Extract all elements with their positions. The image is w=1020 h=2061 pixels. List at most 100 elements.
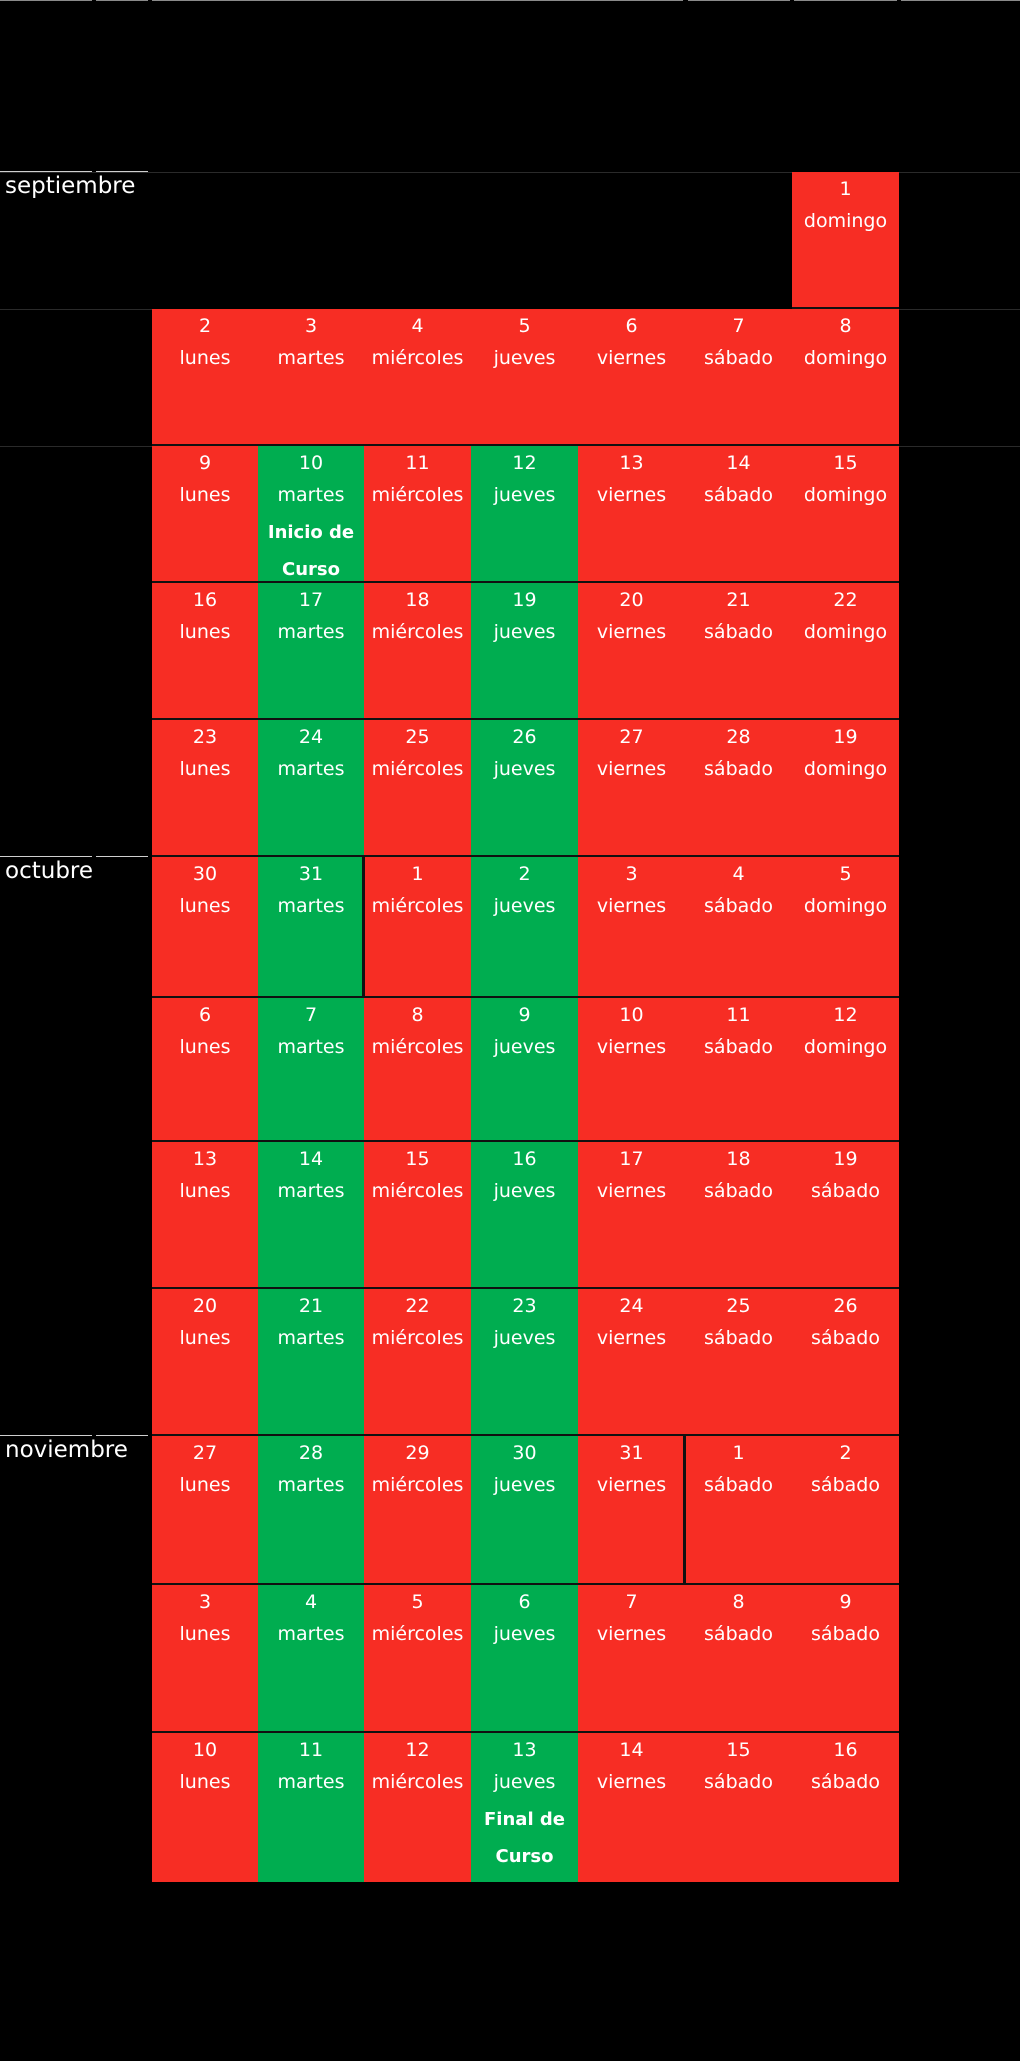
day-cell[interactable]: 1 sábado [685,1436,792,1585]
day-cell[interactable]: 12 domingo [792,998,899,1142]
day-cell[interactable]: 4 miércoles [364,309,471,446]
day-cell[interactable]: 19 sábado [792,1142,899,1289]
day-cell[interactable]: 12 jueves [471,446,578,583]
day-cell[interactable]: 30 lunes [152,857,258,998]
day-cell[interactable]: 14 sábado [685,446,792,583]
day-cell[interactable]: 8 miércoles [364,998,471,1142]
day-number: 9 [839,1591,852,1613]
day-number: 12 [512,452,537,474]
day-cell[interactable]: 18 miércoles [364,583,471,720]
day-cell[interactable]: 30 jueves [471,1436,578,1585]
day-cell[interactable]: 1 domingo [792,172,899,309]
day-cell[interactable]: 31 martes [258,857,364,998]
day-cell[interactable]: 13 jueves Final de Curso [471,1733,578,1882]
day-cell[interactable]: 9 jueves [471,998,578,1142]
day-cell[interactable]: 23 jueves [471,1289,578,1436]
day-cell[interactable]: 2 lunes [152,309,258,446]
month-rule [96,171,148,172]
row-divider [0,172,1020,173]
day-name: martes [277,895,345,917]
day-cell[interactable]: 22 domingo [792,583,899,720]
day-cell[interactable]: 1 miércoles [364,857,471,998]
day-name: domingo [803,758,888,780]
day-number: 30 [512,1442,537,1464]
day-cell[interactable]: 15 sábado [685,1733,792,1882]
day-name: sábado [704,1036,773,1058]
day-cell[interactable]: 31 viernes [578,1436,685,1585]
day-cell[interactable]: 2 jueves [471,857,578,998]
day-cell[interactable]: 8 domingo [792,309,899,446]
day-cell[interactable]: 7 sábado [685,309,792,446]
day-cell[interactable]: 20 viernes [578,583,685,720]
day-cell[interactable]: 21 sábado [685,583,792,720]
day-cell[interactable]: 11 sábado [685,998,792,1142]
day-cell[interactable]: 12 miércoles [364,1733,471,1882]
day-cell[interactable]: 25 sábado [685,1289,792,1436]
day-cell[interactable]: 6 viernes [578,309,685,446]
day-number: 19 [833,1148,858,1170]
day-cell[interactable]: 7 martes [258,998,364,1142]
day-cell[interactable]: 28 martes [258,1436,364,1585]
day-cell[interactable]: 6 lunes [152,998,258,1142]
day-cell[interactable]: 14 martes [258,1142,364,1289]
day-cell[interactable]: 14 viernes [578,1733,685,1882]
day-cell[interactable]: 7 viernes [578,1585,685,1733]
day-name: sábado [811,1180,880,1202]
day-cell[interactable]: 9 lunes [152,446,258,583]
day-cell[interactable]: 10 martes Inicio de Curso [258,446,364,583]
day-cell[interactable]: 29 miércoles [364,1436,471,1585]
day-name: martes [277,1327,345,1349]
day-cell[interactable]: 3 martes [258,309,364,446]
day-cell[interactable]: 15 domingo [792,446,899,583]
day-cell[interactable]: 5 miércoles [364,1585,471,1733]
day-cell[interactable]: 16 lunes [152,583,258,720]
day-cell[interactable]: 17 martes [258,583,364,720]
day-name: jueves [493,758,556,780]
day-name: lunes [179,1327,231,1349]
day-cell[interactable]: 5 jueves [471,309,578,446]
day-cell[interactable]: 5 domingo [792,857,899,998]
month-rule [96,1435,148,1436]
day-cell[interactable]: 16 sábado [792,1733,899,1882]
day-cell[interactable]: 6 jueves [471,1585,578,1733]
day-name: miércoles [371,758,464,780]
day-cell[interactable]: 24 martes [258,720,364,857]
day-cell[interactable]: 11 miércoles [364,446,471,583]
day-cell[interactable]: 15 miércoles [364,1142,471,1289]
day-cell[interactable]: 27 viernes [578,720,685,857]
day-name: viernes [596,347,667,369]
day-cell[interactable]: 17 viernes [578,1142,685,1289]
day-cell[interactable]: 3 lunes [152,1585,258,1733]
day-cell[interactable]: 26 jueves [471,720,578,857]
day-cell[interactable]: 2 sábado [792,1436,899,1585]
day-name: sábado [704,347,773,369]
day-cell[interactable]: 20 lunes [152,1289,258,1436]
day-number: 3 [304,315,318,337]
day-cell[interactable]: 11 martes [258,1733,364,1882]
day-cell[interactable]: 22 miércoles [364,1289,471,1436]
day-cell[interactable]: 10 viernes [578,998,685,1142]
day-cell[interactable]: 9 sábado [792,1585,899,1733]
day-cell[interactable]: 26 sábado [792,1289,899,1436]
day-cell[interactable]: 18 sábado [685,1142,792,1289]
day-cell[interactable]: 3 viernes [578,857,685,998]
day-cell[interactable]: 13 lunes [152,1142,258,1289]
day-cell[interactable]: 13 viernes [578,446,685,583]
day-number: 14 [298,1148,324,1170]
day-cell[interactable]: 19 jueves [471,583,578,720]
day-name: sábado [704,1180,773,1202]
month-rule [96,856,148,857]
day-cell[interactable]: 8 sábado [685,1585,792,1733]
day-cell[interactable]: 23 lunes [152,720,258,857]
day-cell[interactable]: 4 martes [258,1585,364,1733]
day-cell[interactable]: 28 sábado [685,720,792,857]
day-cell[interactable]: 21 martes [258,1289,364,1436]
day-cell[interactable]: 19 domingo [792,720,899,857]
day-cell[interactable]: 25 miércoles [364,720,471,857]
day-cell[interactable]: 4 sábado [685,857,792,998]
day-cell[interactable]: 27 lunes [152,1436,258,1585]
day-cell[interactable]: 24 viernes [578,1289,685,1436]
day-cell[interactable]: 16 jueves [471,1142,578,1289]
day-number: 13 [512,1739,537,1761]
day-cell[interactable]: 10 lunes [152,1733,258,1882]
